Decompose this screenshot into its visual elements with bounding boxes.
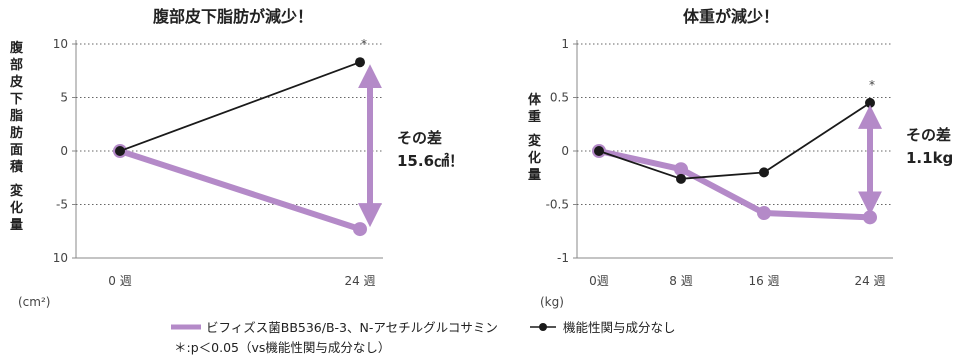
footnote: ＊:p＜0.05（vs機能性関与成分なし） — [174, 340, 390, 355]
chart2-x-tick-label: 8 週 — [669, 274, 692, 288]
chart2-significance-star: * — [869, 78, 875, 92]
chart2-x-tick-label: 24 週 — [854, 274, 885, 288]
chart2-series-purple-point — [757, 206, 771, 221]
chart2-y-tick-label: 0 — [561, 144, 569, 158]
chart2-title: 体重が減少！ — [683, 7, 779, 26]
chart1-x-tick-label: 24 週 — [344, 274, 375, 288]
chart1-series-purple-point — [353, 222, 367, 237]
chart2-series-black-point — [759, 167, 769, 178]
chart2-series-purple-line — [596, 148, 873, 221]
chart1-series-black-point — [355, 57, 365, 68]
chart1-unit: (cm²) — [18, 295, 50, 309]
chart1-series-black-line — [119, 61, 361, 152]
chart2-series-black-point — [594, 146, 604, 156]
chart2-ylabel: 体重変化量 — [528, 92, 542, 183]
chart2-unit: (kg) — [540, 295, 564, 309]
chart2-y-tick-label: -0.5 — [546, 198, 569, 212]
legend-item-purple-label: ビフィズス菌BB536/B-3、N-アセチルグルコサミン — [206, 320, 498, 335]
chart2-difference-line1: その差 — [906, 126, 951, 144]
legend-black-marker — [539, 323, 547, 331]
legend-item-black-label: 機能性関与成分なし — [563, 320, 676, 335]
chart1-series-black-point — [115, 146, 125, 156]
chart2-series-purple-point — [674, 162, 688, 177]
chart1-y-tick-label: 5 — [60, 91, 68, 105]
chart1-y-tick-label: 10 — [53, 37, 68, 51]
chart1-y-tick-label: 0 — [60, 144, 68, 158]
chart2-y-tick-label: -1 — [557, 251, 569, 265]
chart2-y-tick-label: 0.5 — [550, 91, 569, 105]
chart1-y-tick-label: 10 — [53, 251, 68, 265]
chart2-series-black-point — [865, 97, 875, 108]
chart2-y-tick-label: 1 — [561, 37, 569, 51]
chart2-x-tick-label: 16 週 — [748, 274, 779, 288]
chart2-x-tick-label: 0週 — [589, 274, 609, 288]
chart1-significance-star: * — [361, 37, 367, 51]
chart1-ylabel: 腹部皮下脂肪面積変化量 — [9, 40, 24, 233]
chart1-difference-line2: 15.6㎠！ — [397, 152, 464, 170]
chart1-title: 腹部皮下脂肪が減少！ — [153, 7, 313, 26]
chart2-series-black-line — [598, 101, 871, 180]
chart1-x-tick-label: 0 週 — [108, 274, 131, 288]
chart2-difference-line2: 1.1kg — [906, 149, 953, 167]
chart1-y-tick-label: -5 — [56, 198, 68, 212]
chart1-difference-line1: その差 — [397, 129, 442, 147]
chart2-series-black-point — [676, 173, 686, 184]
chart1-series-purple-line — [117, 148, 363, 233]
chart2-series-purple-point — [863, 210, 877, 225]
